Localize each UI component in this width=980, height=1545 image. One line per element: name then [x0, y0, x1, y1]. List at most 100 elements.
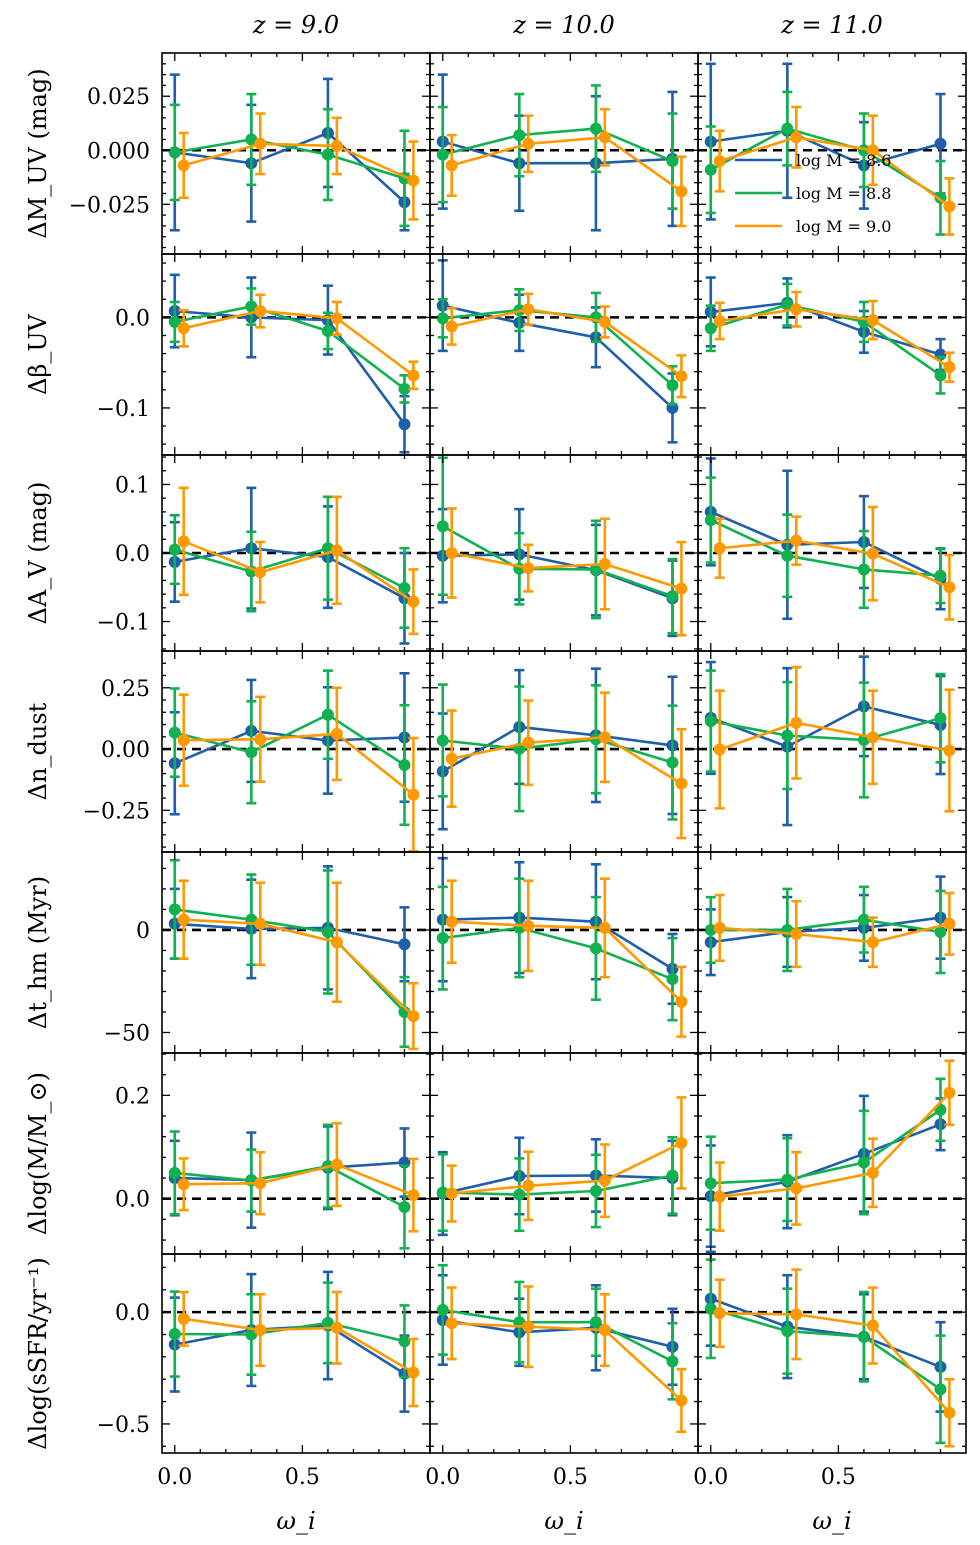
data-point	[436, 148, 449, 161]
y-axis-label: ΔM_UV (mag)	[24, 68, 52, 238]
data-point	[675, 582, 688, 595]
data-point	[513, 1188, 526, 1201]
y-tick-label: −50	[104, 1021, 150, 1046]
data-point	[598, 557, 611, 570]
data-point	[866, 936, 879, 949]
data-point	[177, 1178, 190, 1191]
panel	[697, 851, 967, 1054]
data-point	[713, 155, 726, 168]
data-point	[245, 746, 258, 759]
panel-frame	[161, 851, 431, 1054]
data-point	[704, 1177, 717, 1190]
data-point	[522, 1179, 535, 1192]
data-point	[177, 322, 190, 335]
data-point	[666, 379, 679, 392]
data-point	[781, 298, 794, 311]
series-line	[710, 1123, 941, 1198]
data-point	[666, 973, 679, 986]
series-line	[719, 721, 950, 752]
data-point	[245, 1328, 258, 1341]
panel	[429, 650, 699, 853]
data-point	[790, 1182, 803, 1195]
data-point	[407, 595, 420, 608]
data-point	[857, 563, 870, 576]
data-point	[168, 726, 181, 739]
y-tick-label: 0.0	[115, 1188, 150, 1213]
x-axis-label: ω_i	[812, 1507, 851, 1535]
panel	[161, 52, 431, 255]
data-point	[330, 312, 343, 325]
data-point	[704, 715, 717, 728]
data-point	[398, 418, 411, 431]
data-point	[245, 133, 258, 146]
data-point	[589, 1316, 602, 1329]
data-point	[254, 917, 267, 930]
data-point	[943, 200, 956, 213]
data-point	[398, 758, 411, 771]
y-axis-label: Δlog(sSFR/yr⁻¹)	[24, 1257, 52, 1449]
data-point	[522, 303, 535, 316]
data-point	[254, 566, 267, 579]
y-tick-label: 0	[136, 919, 150, 944]
y-axis-label: Δβ_UV	[24, 313, 52, 394]
series-line	[174, 138, 405, 180]
series-line	[710, 301, 941, 356]
data-point	[713, 743, 726, 756]
data-point	[407, 1010, 420, 1023]
panel	[697, 1250, 967, 1454]
data-point	[254, 733, 267, 746]
data-point	[675, 995, 688, 1008]
data-point	[666, 756, 679, 769]
series-line	[719, 539, 950, 589]
series-line	[174, 1164, 406, 1209]
data-point	[589, 733, 602, 746]
legend-label: log M = 9.0	[796, 217, 891, 236]
series-line	[442, 525, 673, 598]
data-point	[589, 1184, 602, 1197]
data-point	[168, 315, 181, 328]
data-point	[321, 708, 334, 721]
data-point	[398, 1335, 411, 1348]
data-point	[866, 1319, 879, 1332]
data-point	[866, 547, 879, 560]
data-point	[177, 913, 190, 926]
data-point	[598, 131, 611, 144]
data-point	[168, 1166, 181, 1179]
series-line	[442, 725, 673, 773]
series-line	[710, 1307, 942, 1391]
series-line	[183, 918, 415, 1018]
data-point	[790, 303, 803, 316]
data-point	[934, 369, 947, 382]
data-point	[330, 1158, 343, 1171]
data-point	[790, 131, 803, 144]
panel-frame	[161, 253, 431, 456]
series-line	[183, 732, 415, 796]
series-line	[442, 1318, 673, 1349]
data-point	[177, 535, 190, 548]
data-point	[445, 547, 458, 559]
data-point	[522, 1320, 535, 1333]
data-point	[790, 928, 803, 941]
data-point	[666, 155, 679, 168]
data-point	[168, 543, 181, 556]
data-point	[781, 1325, 794, 1338]
data-point	[398, 382, 411, 395]
column-title: z = 11.0	[780, 11, 882, 39]
data-point	[943, 744, 956, 757]
y-tick-label: 0.0	[115, 542, 150, 567]
data-point	[589, 122, 602, 135]
data-point	[943, 581, 956, 594]
x-tick-label: 0.5	[285, 1465, 320, 1490]
y-tick-label: −0.25	[83, 799, 150, 824]
data-point	[245, 300, 258, 313]
panel	[429, 253, 699, 456]
data-point	[445, 752, 458, 765]
data-point	[866, 314, 879, 327]
series-line	[442, 737, 673, 764]
data-point	[522, 562, 535, 575]
series-line	[719, 307, 951, 369]
series-line	[710, 127, 942, 199]
x-axis-label: ω_i	[544, 1507, 583, 1535]
panel	[697, 650, 967, 853]
